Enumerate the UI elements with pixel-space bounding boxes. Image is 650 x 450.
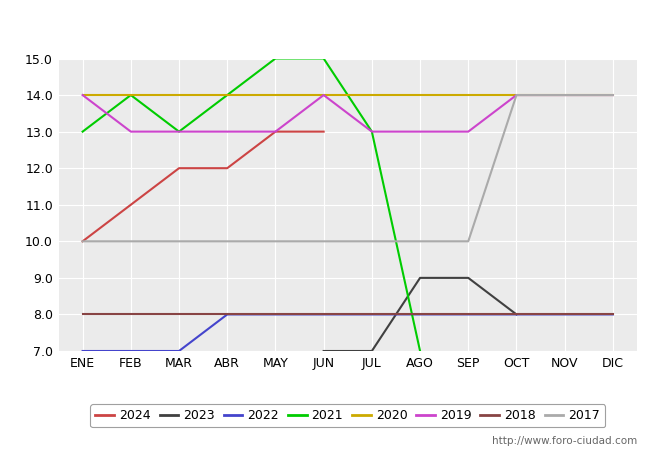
- Text: Afiliados en Senés de Alcubierre a 31/5/2024: Afiliados en Senés de Alcubierre a 31/5/…: [106, 18, 544, 36]
- Legend: 2024, 2023, 2022, 2021, 2020, 2019, 2018, 2017: 2024, 2023, 2022, 2021, 2020, 2019, 2018…: [90, 404, 605, 427]
- Text: http://www.foro-ciudad.com: http://www.foro-ciudad.com: [492, 436, 637, 446]
